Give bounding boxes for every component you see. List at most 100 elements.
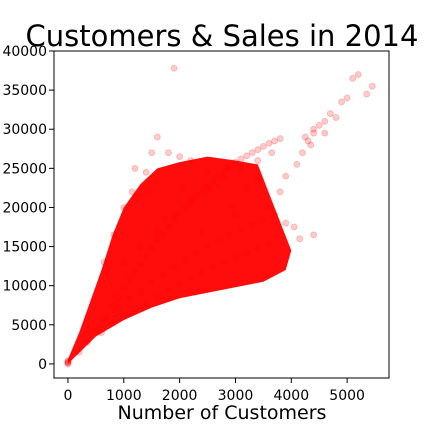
- data-point: [142, 299, 150, 307]
- y-tick-label: 10000: [2, 279, 47, 295]
- data-point: [268, 149, 276, 157]
- data-point: [243, 152, 251, 160]
- data-point: [148, 149, 156, 157]
- data-point: [181, 256, 189, 264]
- data-point: [142, 252, 150, 260]
- data-point: [142, 168, 150, 176]
- data-point: [192, 192, 200, 200]
- data-point: [310, 231, 318, 239]
- data-point: [209, 263, 217, 271]
- data-point: [84, 338, 91, 346]
- data-point: [170, 211, 178, 219]
- data-point: [326, 110, 334, 118]
- data-point: [92, 326, 100, 334]
- data-point: [231, 211, 239, 219]
- data-point: [265, 203, 273, 211]
- data-point: [120, 258, 128, 266]
- y-tick-label: 25000: [2, 161, 47, 177]
- y-axis-ticks: 0 5000 10000 15000 20000 25000 30000 35000 40000: [2, 44, 54, 373]
- data-point: [103, 313, 111, 321]
- data-point: [296, 235, 304, 243]
- x-axis-label: Number of Customers: [118, 402, 327, 424]
- data-point: [338, 98, 346, 106]
- data-point: [229, 203, 237, 211]
- data-point: [128, 188, 136, 196]
- dense-point-cloud: [67, 156, 292, 364]
- data-point: [198, 186, 206, 194]
- data-point: [204, 168, 212, 176]
- data-point: [159, 271, 167, 279]
- data-point: [110, 231, 118, 239]
- data-point: [265, 240, 273, 248]
- data-point: [231, 158, 239, 166]
- x-tick-label: 2000: [162, 388, 198, 404]
- data-point: [64, 358, 72, 366]
- data-point: [64, 357, 72, 365]
- y-tick-label: 5000: [11, 318, 47, 334]
- data-point: [204, 184, 212, 192]
- x-tick-label: 4000: [273, 388, 309, 404]
- data-point: [187, 196, 195, 204]
- data-point: [137, 286, 145, 294]
- data-point: [248, 149, 256, 157]
- data-point: [176, 153, 184, 161]
- data-point: [120, 203, 128, 211]
- data-point: [220, 174, 228, 182]
- data-point: [271, 137, 279, 145]
- data-point: [125, 275, 133, 283]
- data-point: [164, 149, 172, 157]
- data-point: [164, 286, 172, 294]
- data-point: [301, 133, 309, 141]
- data-point: [181, 203, 189, 211]
- data-point: [290, 223, 298, 231]
- data-point: [170, 215, 178, 223]
- data-point: [100, 258, 108, 266]
- x-tick-label: 5000: [329, 388, 365, 404]
- data-point: [176, 280, 184, 288]
- data-point: [298, 149, 306, 157]
- data-point: [254, 176, 262, 184]
- data-point: [204, 182, 212, 190]
- data-point: [231, 254, 239, 262]
- data-point: [254, 146, 262, 154]
- data-point: [109, 319, 117, 327]
- data-point: [282, 219, 290, 227]
- data-point: [237, 164, 245, 172]
- data-point: [368, 82, 376, 90]
- x-tick-label: 1000: [106, 388, 142, 404]
- x-tick-label: 0: [63, 388, 72, 404]
- data-point: [198, 227, 206, 235]
- data-point: [131, 164, 139, 172]
- data-point: [187, 197, 195, 205]
- data-points: [64, 64, 376, 368]
- data-point: [332, 113, 340, 121]
- data-point: [192, 249, 200, 257]
- data-point: [145, 188, 153, 196]
- data-point: [120, 283, 128, 291]
- data-point: [254, 157, 262, 165]
- data-point: [109, 301, 117, 309]
- data-point: [354, 70, 362, 78]
- data-point: [310, 125, 318, 133]
- data-point: [243, 249, 251, 257]
- data-point: [153, 293, 161, 301]
- data-point: [209, 177, 217, 185]
- data-point: [131, 305, 139, 313]
- data-point: [64, 360, 72, 368]
- data-point: [259, 142, 267, 150]
- data-point: [248, 221, 256, 229]
- y-tick-label: 35000: [2, 83, 47, 99]
- data-point: [226, 163, 234, 171]
- data-point: [343, 94, 351, 102]
- data-point: [363, 90, 371, 98]
- data-point: [220, 258, 228, 266]
- data-point: [159, 230, 167, 238]
- data-point: [153, 133, 161, 141]
- x-tick-label: 3000: [218, 388, 254, 404]
- y-tick-label: 30000: [2, 122, 47, 138]
- data-point: [187, 157, 195, 165]
- data-point: [321, 117, 329, 125]
- data-point: [237, 225, 245, 233]
- data-point: [226, 231, 234, 239]
